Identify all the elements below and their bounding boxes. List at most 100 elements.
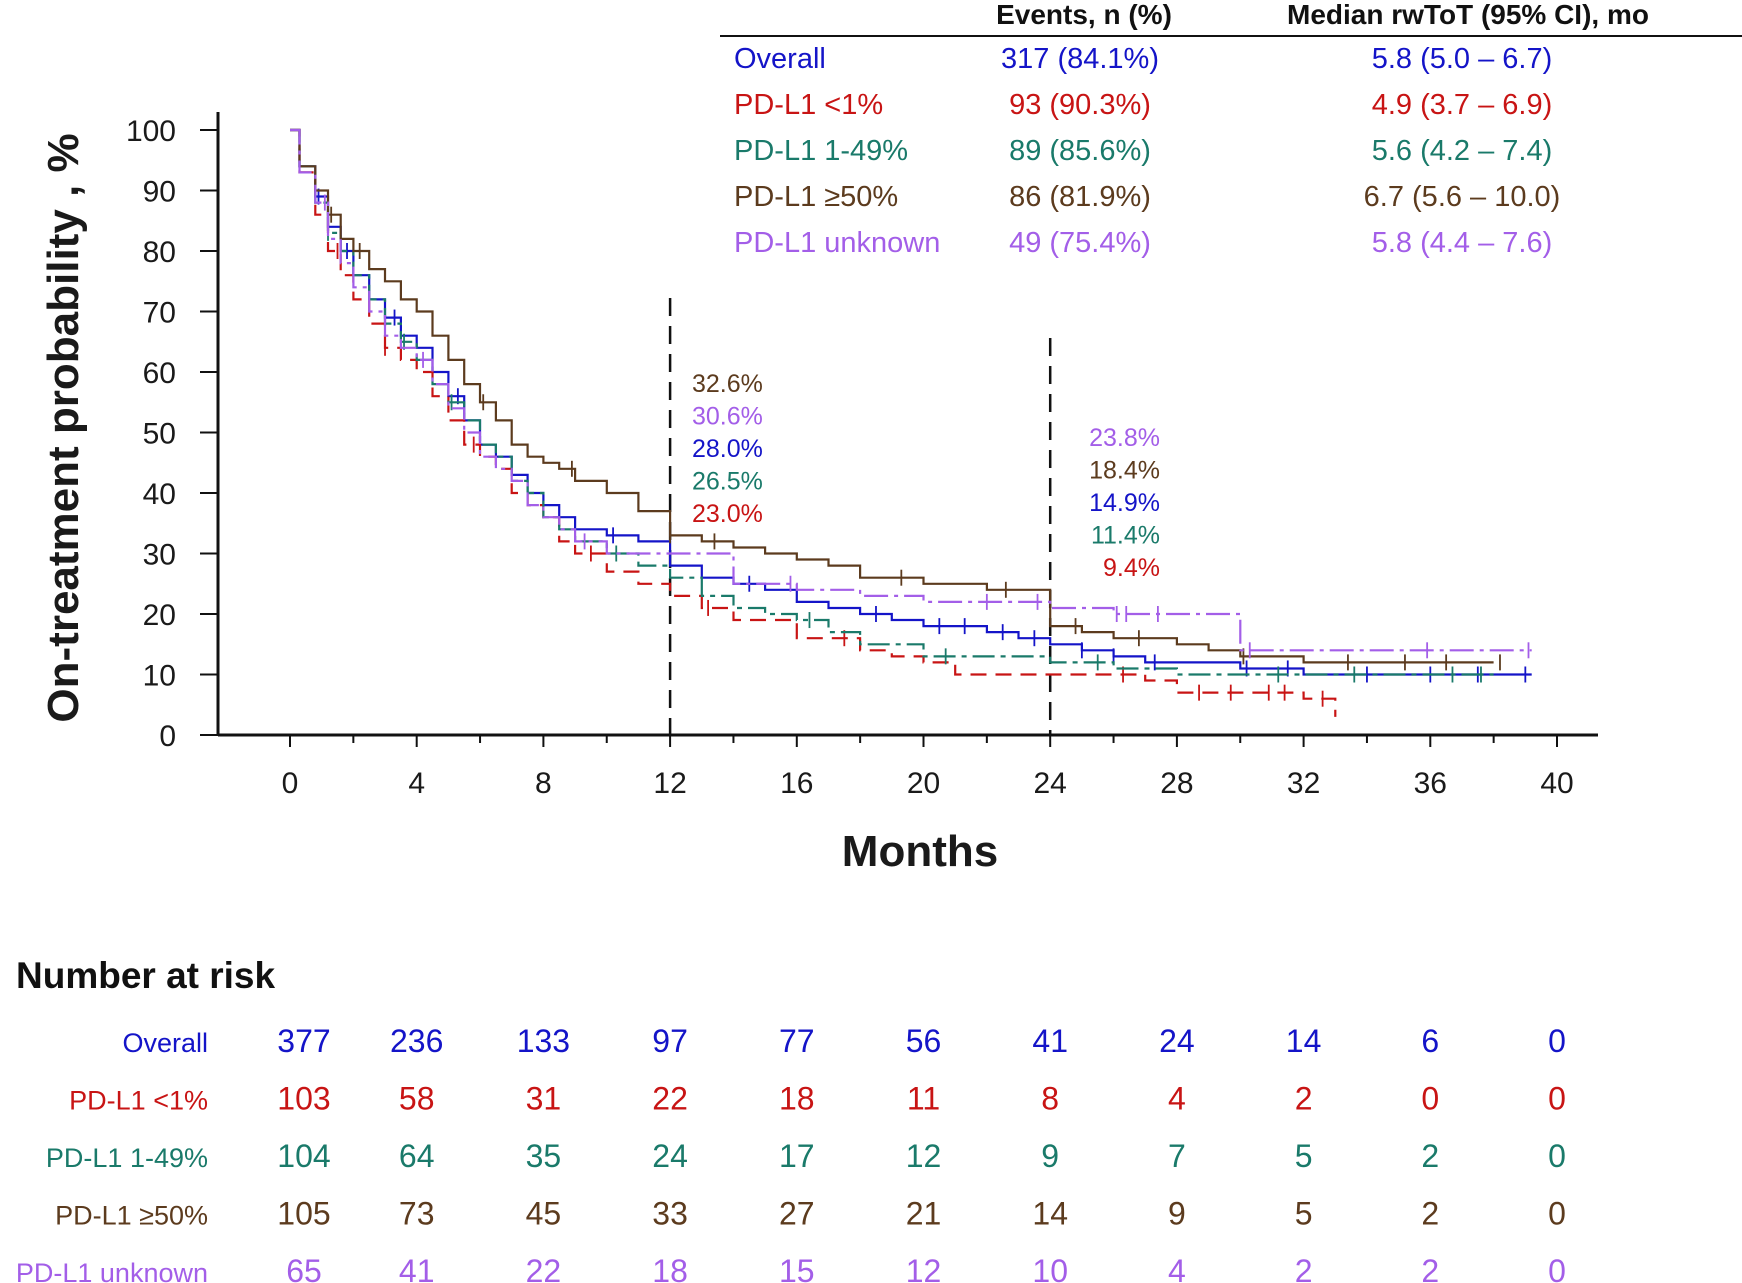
risk-value: 41 xyxy=(1032,1023,1068,1059)
risk-value: 5 xyxy=(1295,1196,1313,1232)
legend-label: PD-L1 ≥50% xyxy=(734,181,898,213)
median-header: Median rwToT (95% CI), mo xyxy=(1287,0,1649,30)
risk-value: 9 xyxy=(1041,1138,1059,1174)
risk-value: 0 xyxy=(1548,1023,1566,1059)
risk-value: 11 xyxy=(907,1081,940,1117)
risk-value: 2 xyxy=(1295,1081,1313,1117)
risk-value: 9 xyxy=(1168,1196,1186,1232)
risk-value: 104 xyxy=(277,1138,330,1174)
reference-lines xyxy=(668,298,1052,735)
risk-value: 2 xyxy=(1421,1253,1439,1283)
x-tick-label: 40 xyxy=(1540,767,1573,800)
curve-pd-l1-unknown xyxy=(290,128,1532,652)
risk-value: 4 xyxy=(1168,1253,1186,1283)
risk-value: 0 xyxy=(1548,1138,1566,1174)
annotation-12m: 30.6% xyxy=(692,403,763,431)
x-tick-label: 36 xyxy=(1414,767,1447,800)
x-axis-title: Months xyxy=(842,827,998,876)
legend-events: 317 (84.1%) xyxy=(1001,43,1159,75)
legend-median: 5.8 (4.4 – 7.6) xyxy=(1372,227,1553,259)
survival-curves xyxy=(290,128,1532,717)
annotation-24m: 14.9% xyxy=(1089,489,1160,517)
x-tick-label: 32 xyxy=(1287,767,1320,800)
risk-value: 4 xyxy=(1168,1081,1186,1117)
risk-row-label: PD-L1 ≥50% xyxy=(55,1201,208,1231)
x-tick-label: 0 xyxy=(282,767,299,800)
risk-value: 0 xyxy=(1548,1253,1566,1283)
risk-value: 12 xyxy=(906,1138,942,1174)
curve-overall xyxy=(290,128,1532,676)
risk-value: 18 xyxy=(652,1253,688,1283)
risk-value: 5 xyxy=(1295,1138,1313,1174)
risk-value: 7 xyxy=(1168,1138,1186,1174)
legend-rows: Overall 317 (84.1%) 5.8 (5.0 – 6.7) PD-L1 <… xyxy=(734,43,1560,259)
risk-value: 377 xyxy=(277,1023,330,1059)
legend-label: PD-L1 <1% xyxy=(734,89,883,121)
legend-events: 86 (81.9%) xyxy=(1009,181,1151,213)
risk-value: 103 xyxy=(277,1081,330,1117)
risk-table-title: Number at risk xyxy=(16,955,276,996)
annotation-12m: 32.6% xyxy=(692,370,763,398)
y-tick-label: 10 xyxy=(143,660,176,693)
legend-label: PD-L1 unknown xyxy=(734,227,940,259)
curve-pd-l1-50- xyxy=(290,128,1494,664)
axes: 0 10 20 30 40 50 60 70 80 90 100 0 4 8 12 16 20 24 28 32 36 4… xyxy=(126,112,1598,800)
risk-row-label: PD-L1 unknown xyxy=(16,1258,208,1283)
risk-row-label: PD-L1 1-49% xyxy=(46,1143,208,1173)
x-tick-label: 4 xyxy=(408,767,425,800)
legend-table: Events, n (%) Median rwToT (95% CI), mo … xyxy=(720,0,1742,259)
legend-median: 4.9 (3.7 – 6.9) xyxy=(1372,89,1553,121)
risk-value: 31 xyxy=(526,1081,562,1117)
y-tick-label: 0 xyxy=(159,720,176,753)
risk-value: 236 xyxy=(390,1023,443,1059)
risk-value: 35 xyxy=(526,1138,562,1174)
y-axis-title: On-treatment probability , % xyxy=(39,133,88,722)
annotation-24m: 9.4% xyxy=(1103,554,1160,582)
risk-value: 8 xyxy=(1041,1081,1059,1117)
y-tick-label: 30 xyxy=(143,539,176,572)
risk-value: 24 xyxy=(652,1138,688,1174)
legend-events: 89 (85.6%) xyxy=(1009,135,1151,167)
risk-value: 12 xyxy=(906,1253,942,1283)
risk-value: 0 xyxy=(1548,1081,1566,1117)
legend-label: PD-L1 1-49% xyxy=(734,135,908,167)
risk-value: 58 xyxy=(399,1081,435,1117)
risk-value: 22 xyxy=(652,1081,688,1117)
risk-value: 77 xyxy=(779,1023,815,1059)
timepoint-annotations: 32.6% 30.6% 28.0% 26.5% 23.0% 23.8% 18.4% 14.9%… xyxy=(692,370,1160,582)
risk-value: 45 xyxy=(526,1196,562,1232)
events-header: Events, n (%) xyxy=(996,0,1172,30)
risk-row-label: Overall xyxy=(122,1028,208,1058)
y-tick-label: 20 xyxy=(143,599,176,632)
x-tick-label: 24 xyxy=(1034,767,1067,800)
y-tick-label: 90 xyxy=(143,176,176,209)
risk-value: 18 xyxy=(779,1081,815,1117)
risk-value: 73 xyxy=(399,1196,435,1232)
legend-label: Overall xyxy=(734,43,826,75)
legend-events: 49 (75.4%) xyxy=(1009,227,1151,259)
x-tick-label: 28 xyxy=(1160,767,1193,800)
legend-median: 5.8 (5.0 – 6.7) xyxy=(1372,43,1553,75)
annotation-24m: 23.8% xyxy=(1089,424,1160,452)
risk-value: 15 xyxy=(779,1253,815,1283)
risk-value: 17 xyxy=(779,1138,815,1174)
risk-value: 56 xyxy=(906,1023,942,1059)
risk-value: 14 xyxy=(1286,1023,1322,1059)
legend-events: 93 (90.3%) xyxy=(1009,89,1151,121)
risk-value: 0 xyxy=(1421,1081,1439,1117)
legend-median: 5.6 (4.2 – 7.4) xyxy=(1372,135,1553,167)
risk-value: 105 xyxy=(277,1196,330,1232)
annotation-12m: 26.5% xyxy=(692,468,763,496)
risk-value: 65 xyxy=(286,1253,322,1283)
y-tick-label: 50 xyxy=(143,418,176,451)
y-tick-label: 60 xyxy=(143,357,176,390)
annotation-24m: 18.4% xyxy=(1089,457,1160,485)
y-tick-label: 80 xyxy=(143,236,176,269)
annotation-12m: 28.0% xyxy=(692,435,763,463)
x-tick-label: 16 xyxy=(780,767,813,800)
risk-value: 0 xyxy=(1548,1196,1566,1232)
legend-median: 6.7 (5.6 – 10.0) xyxy=(1364,181,1561,213)
risk-value: 33 xyxy=(652,1196,688,1232)
risk-value: 10 xyxy=(1032,1253,1068,1283)
